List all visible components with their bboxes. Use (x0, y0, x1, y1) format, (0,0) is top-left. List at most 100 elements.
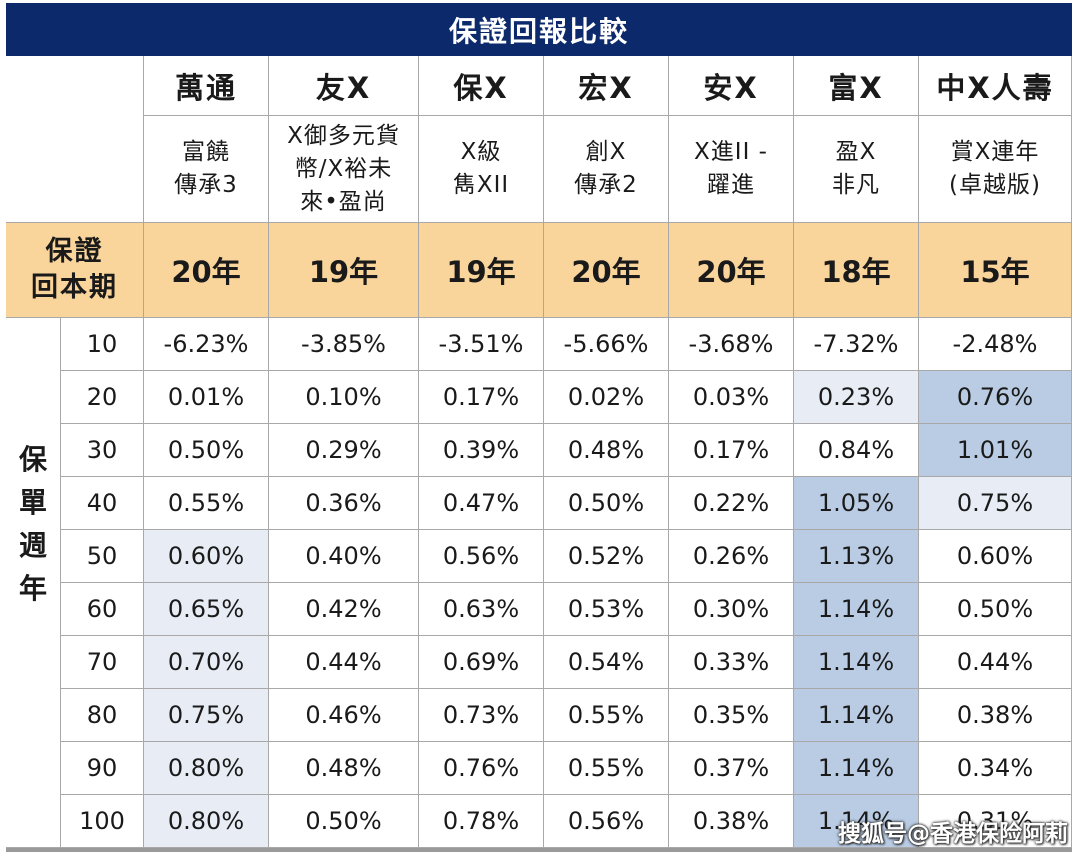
policy-year: 20 (61, 371, 144, 424)
return-value: 0.38% (919, 689, 1072, 742)
return-value: 0.80% (144, 742, 269, 795)
return-value: 0.70% (144, 636, 269, 689)
return-value: 0.44% (919, 636, 1072, 689)
return-value: 0.54% (544, 636, 669, 689)
return-value: -6.23% (144, 318, 269, 371)
return-value: 0.39% (419, 424, 544, 477)
company-name: 安X (669, 56, 794, 116)
return-value: 0.78% (419, 795, 544, 848)
company-name: 保X (419, 56, 544, 116)
return-value: 0.56% (419, 530, 544, 583)
return-value: 0.03% (669, 371, 794, 424)
return-value: 0.76% (919, 371, 1072, 424)
return-value: 0.76% (419, 742, 544, 795)
company-name: 中X人壽 (919, 56, 1072, 116)
product-name: 賞X連年 (卓越版) (919, 116, 1072, 223)
return-value: 0.46% (269, 689, 419, 742)
return-value: 0.55% (544, 742, 669, 795)
corner-blank (6, 56, 144, 223)
return-value: 0.29% (269, 424, 419, 477)
period-value: 20年 (544, 223, 669, 318)
return-value: 0.50% (269, 795, 419, 848)
return-value: 0.22% (669, 477, 794, 530)
policy-year: 50 (61, 530, 144, 583)
company-name: 富X (794, 56, 919, 116)
return-value: -3.51% (419, 318, 544, 371)
return-value: 0.23% (794, 371, 919, 424)
period-value: 20年 (144, 223, 269, 318)
return-value: 0.48% (544, 424, 669, 477)
return-value: 1.14% (794, 742, 919, 795)
return-value: 1.14% (794, 583, 919, 636)
return-value: 0.63% (419, 583, 544, 636)
product-name: 創X 傳承2 (544, 116, 669, 223)
return-value: 0.60% (144, 530, 269, 583)
return-value: 0.53% (544, 583, 669, 636)
return-value: 0.50% (919, 583, 1072, 636)
period-value: 20年 (669, 223, 794, 318)
return-value: 0.75% (144, 689, 269, 742)
return-value: 0.73% (419, 689, 544, 742)
company-name: 萬通 (144, 56, 269, 116)
return-value: 1.01% (919, 424, 1072, 477)
period-label: 保證 回本期 (6, 223, 144, 318)
product-name: X級 雋XII (419, 116, 544, 223)
return-value: 0.35% (669, 689, 794, 742)
return-value: 0.40% (269, 530, 419, 583)
return-value: 0.69% (419, 636, 544, 689)
company-name: 友X (269, 56, 419, 116)
return-value: 0.56% (544, 795, 669, 848)
return-value: 0.34% (919, 742, 1072, 795)
return-value: 0.50% (544, 477, 669, 530)
return-value: -3.68% (669, 318, 794, 371)
policy-year-label: 保 單 週 年 (6, 318, 61, 848)
return-value: 0.37% (669, 742, 794, 795)
return-value: -2.48% (919, 318, 1072, 371)
return-value: 0.84% (794, 424, 919, 477)
return-value: 0.02% (544, 371, 669, 424)
return-value: 0.52% (544, 530, 669, 583)
period-value: 18年 (794, 223, 919, 318)
return-value: 0.60% (919, 530, 1072, 583)
policy-year: 30 (61, 424, 144, 477)
product-name: X進II - 躍進 (669, 116, 794, 223)
return-value: -3.85% (269, 318, 419, 371)
return-value: 1.14% (794, 636, 919, 689)
return-value: 0.44% (269, 636, 419, 689)
return-value: -7.32% (794, 318, 919, 371)
return-value: 0.47% (419, 477, 544, 530)
return-value: 0.65% (144, 583, 269, 636)
return-value: 0.36% (269, 477, 419, 530)
product-name: 富饒 傳承3 (144, 116, 269, 223)
company-name: 宏X (544, 56, 669, 116)
comparison-table: 保證回報比較 萬通 友X 保X 宏X 安X 富X 中X人壽 富饒 傳承3 X御多元貨 幣/X裕未… (6, 3, 1072, 852)
return-value: 0.38% (669, 795, 794, 848)
return-value: 1.14% (794, 795, 919, 848)
return-value: 0.33% (669, 636, 794, 689)
return-value: 0.31% (919, 795, 1072, 848)
return-value: 0.26% (669, 530, 794, 583)
return-value: 0.55% (544, 689, 669, 742)
return-value: 0.48% (269, 742, 419, 795)
policy-year: 10 (61, 318, 144, 371)
return-value: 0.55% (144, 477, 269, 530)
period-value: 19年 (269, 223, 419, 318)
watermark: 搜狐号@香港保险阿莉 (838, 821, 1068, 847)
policy-year: 90 (61, 742, 144, 795)
return-value: 0.75% (919, 477, 1072, 530)
return-value: 0.50% (144, 424, 269, 477)
return-value: 0.42% (269, 583, 419, 636)
policy-year: 70 (61, 636, 144, 689)
policy-year: 100 (61, 795, 144, 848)
return-value: 1.14% (794, 689, 919, 742)
return-value: 0.01% (144, 371, 269, 424)
return-value: 0.80% (144, 795, 269, 848)
return-value: -5.66% (544, 318, 669, 371)
return-value: 0.17% (419, 371, 544, 424)
policy-year: 40 (61, 477, 144, 530)
return-value: 0.10% (269, 371, 419, 424)
table-title: 保證回報比較 (6, 3, 1072, 56)
return-value: 0.30% (669, 583, 794, 636)
policy-year: 80 (61, 689, 144, 742)
return-value: 0.17% (669, 424, 794, 477)
